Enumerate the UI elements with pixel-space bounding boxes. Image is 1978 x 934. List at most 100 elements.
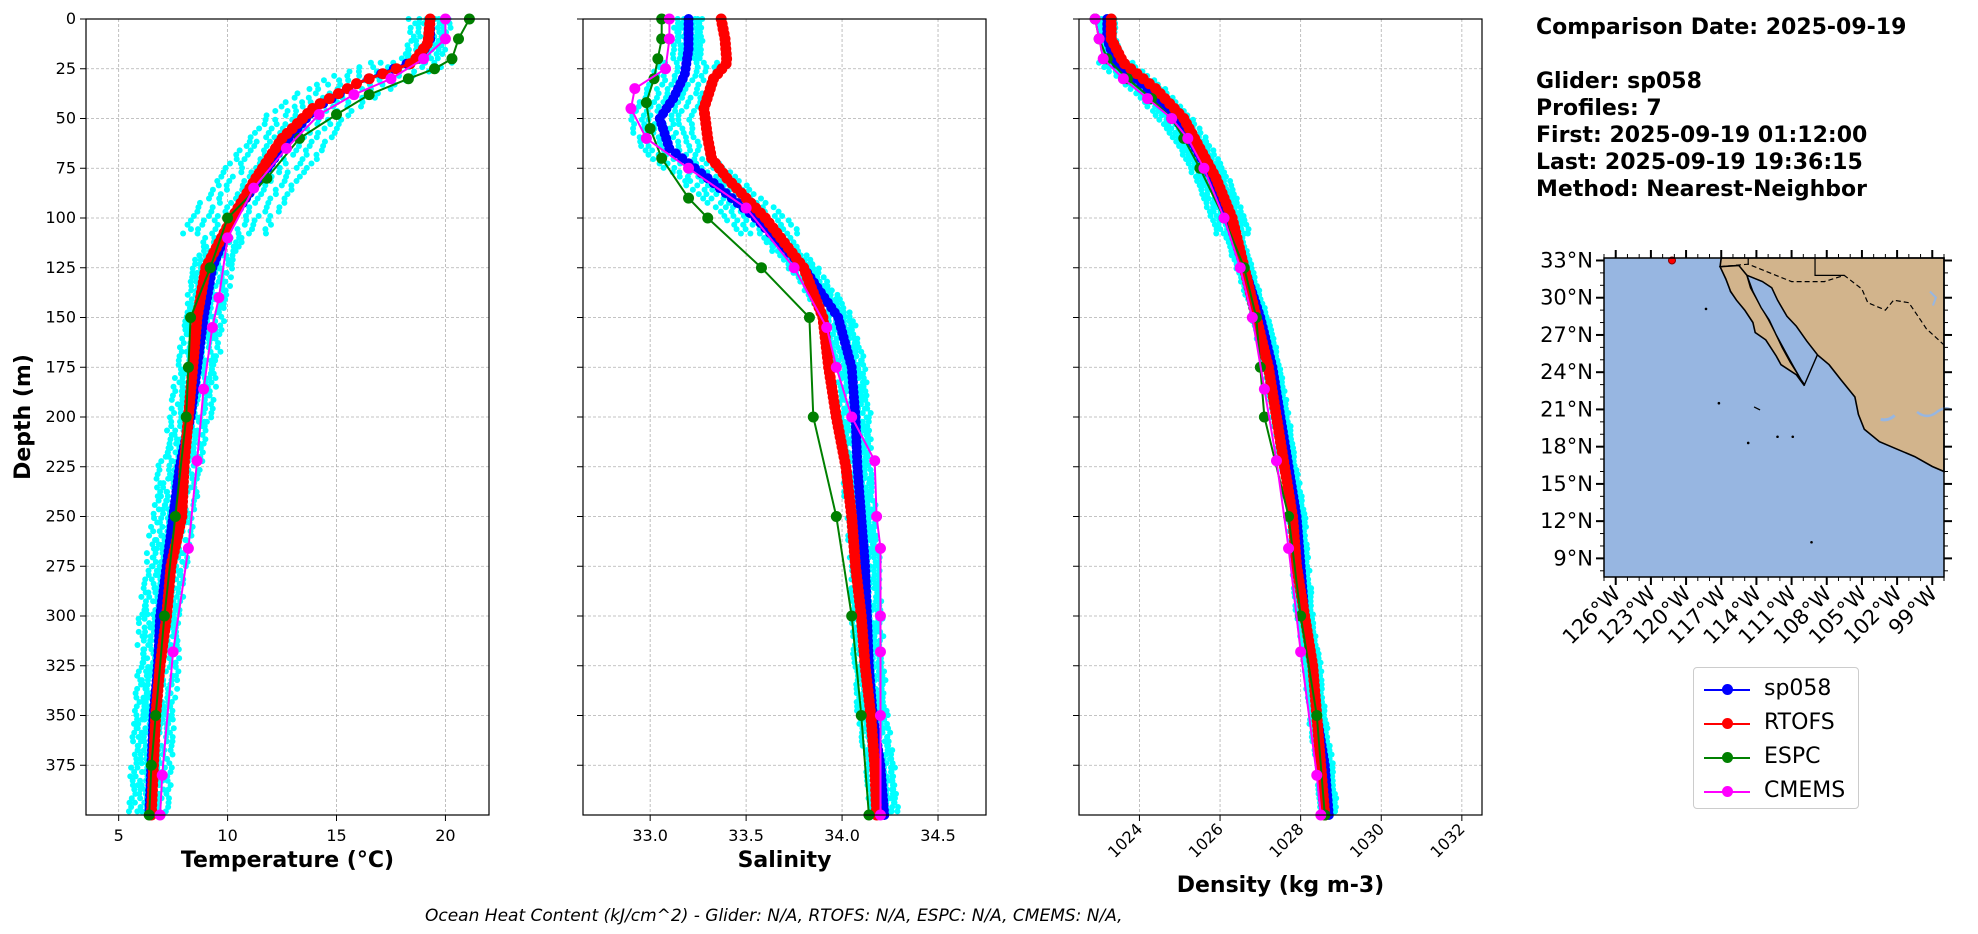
profile-point (689, 186, 696, 193)
profile-point (190, 213, 197, 220)
x-tick-label: 5 (114, 826, 124, 845)
profile-point (439, 51, 446, 58)
profile-point (834, 379, 841, 386)
profile-point (794, 230, 801, 237)
profile-point (407, 24, 414, 31)
x-axis-title: Temperature (°C) (181, 848, 394, 873)
profile-point (787, 234, 794, 241)
profile-point (699, 37, 706, 44)
data-point-espc (453, 33, 465, 45)
profile-point (398, 55, 405, 62)
profile-point (133, 694, 140, 701)
data-point-espc (402, 73, 414, 85)
profile-point (142, 602, 149, 609)
profile-point (743, 217, 750, 224)
y-tick-label: 150 (45, 308, 76, 327)
profile-point (245, 230, 252, 237)
profile-point (313, 151, 320, 158)
data-point-cmems (821, 321, 833, 333)
profile-point (265, 129, 272, 136)
profile-point (1287, 427, 1294, 434)
data-point-cmems (222, 232, 234, 244)
profile-point (630, 125, 637, 132)
data-point-cmems (248, 182, 260, 194)
profile-point (150, 510, 157, 517)
profile-point (882, 677, 889, 684)
profile-point (134, 725, 141, 732)
profile-point (673, 129, 680, 136)
profile-point (143, 558, 150, 565)
profile-point (282, 121, 289, 128)
profile-point (664, 86, 671, 93)
profile-point (199, 431, 206, 438)
data-point-espc (683, 192, 695, 204)
profile-point (1203, 138, 1210, 145)
profile-point (689, 77, 696, 84)
profile-point (160, 484, 167, 491)
x-tick-label: 33.5 (728, 826, 764, 845)
profile-point (189, 269, 196, 276)
profile-point (206, 392, 213, 399)
profile-point (222, 278, 229, 285)
profile-point (229, 173, 236, 180)
profile-point (192, 274, 199, 281)
profile-point (294, 90, 301, 97)
profile-point (1315, 650, 1322, 657)
profile-point (686, 116, 693, 123)
x-tick-label: 20 (435, 826, 455, 845)
profile-point (140, 733, 147, 740)
profile-point (671, 72, 678, 79)
profile-point (890, 786, 897, 793)
profile-point (775, 208, 782, 215)
profile-point (212, 383, 219, 390)
profile-point (670, 55, 677, 62)
profile-point (678, 51, 685, 58)
profile-point (205, 213, 212, 220)
data-point-espc (652, 53, 664, 65)
data-point-espc (169, 511, 181, 522)
profile-point (153, 536, 160, 543)
profile-point (244, 151, 251, 158)
profile-point (1287, 431, 1294, 438)
profile-point (236, 147, 243, 154)
profile-point (785, 217, 792, 224)
profile-point (260, 186, 267, 193)
profile-point (254, 195, 261, 202)
profile-point (1329, 773, 1336, 780)
profile-point (868, 471, 875, 478)
profile-point (160, 480, 167, 487)
profile-point (855, 344, 862, 351)
profile-point (223, 182, 230, 189)
profile-point (815, 269, 822, 276)
profile-point (261, 121, 268, 128)
profile-point (242, 213, 249, 220)
y-tick-label: 275 (45, 556, 76, 575)
profile-point (693, 90, 700, 97)
profile-point (137, 795, 144, 802)
data-point-espc (204, 262, 216, 274)
profile-point (1210, 147, 1217, 154)
profile-point (708, 195, 715, 202)
profile-point (1270, 339, 1277, 346)
data-point-cmems (156, 769, 168, 781)
profile-point (873, 598, 880, 605)
profile-point (691, 55, 698, 62)
profile-point (228, 199, 235, 206)
profile-point (672, 107, 679, 114)
profile-point (129, 777, 136, 784)
profile-point (171, 431, 178, 438)
profile-point (174, 677, 181, 684)
profile-point (337, 81, 344, 88)
profile-point (125, 808, 132, 815)
profile-point (841, 366, 848, 373)
profile-point (1273, 344, 1280, 351)
profile-point (662, 77, 669, 84)
profile-point (293, 164, 300, 171)
profile-point (328, 134, 335, 141)
profile-point (645, 151, 652, 158)
data-point-rtofs (363, 73, 375, 85)
data-point-espc (446, 53, 458, 65)
profile-point (803, 252, 810, 259)
profile-point (225, 256, 232, 263)
profile-point (1237, 204, 1244, 211)
